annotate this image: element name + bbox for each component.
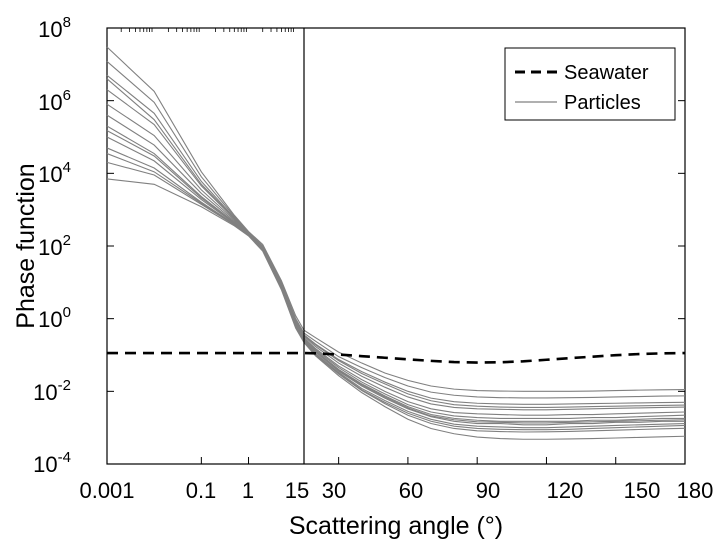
y-axis-tick-labels: 10-4 10-2 100 102 104 106 108 [33,14,71,477]
legend: Seawater Particles [504,47,676,121]
x-axis-ticks [106,28,686,464]
y-tick-label-1e6: 106 [38,87,71,115]
x-tick-label-120: 120 [547,478,584,503]
x-axis-title: Scattering angle (°) [289,512,503,540]
y-tick-label-1e2: 102 [38,232,71,260]
particles-line-13 [106,153,686,431]
particles-line-0 [106,46,686,392]
y-axis-title: Phase function [12,163,40,328]
y-tick-label-1e-2: 10-2 [33,377,71,405]
particles-series [106,46,686,440]
particles-line-11 [106,78,686,408]
legend-particles-label: Particles [564,92,641,114]
x-tick-label-60: 60 [399,478,423,503]
legend-box [504,47,676,121]
x-tick-label-150: 150 [624,478,661,503]
y-axis-ticks [107,27,685,465]
x-tick-label-15: 15 [285,478,309,503]
x-tick-label-90: 90 [476,478,500,503]
y-tick-label-1e0: 100 [38,304,71,332]
legend-seawater-label: Seawater [564,62,649,84]
seawater-series [107,351,686,364]
x-axis-tick-labels: 0.001 0.1 1 15 30 60 90 120 150 180 [79,478,713,503]
seawater-line [107,351,686,364]
x-tick-label-0.1: 0.1 [186,478,217,503]
y-tick-label-1e4: 104 [38,159,71,187]
x-tick-label-1: 1 [242,478,254,503]
x-tick-label-30: 30 [322,478,346,503]
y-tick-label-1e-4: 10-4 [33,449,71,477]
x-tick-label-180: 180 [677,478,714,503]
y-tick-label-1e8: 108 [38,14,71,42]
x-tick-label-0.001: 0.001 [79,478,134,503]
